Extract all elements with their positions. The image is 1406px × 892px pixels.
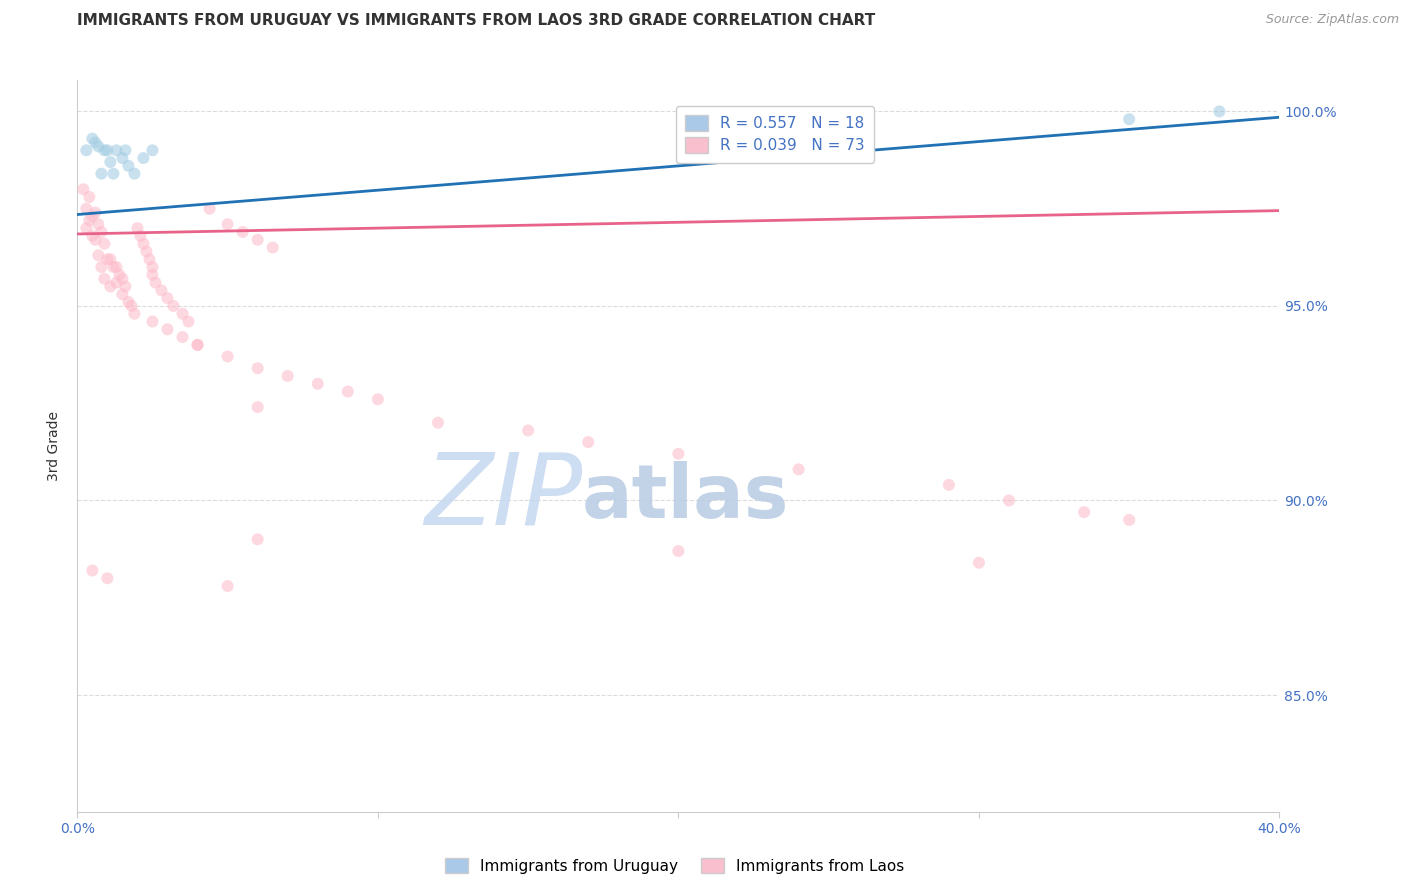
Point — [93, 144, 115, 158]
Point — [103, 167, 125, 181]
Point — [100, 279, 122, 293]
Point — [75, 202, 97, 216]
Point — [141, 144, 163, 158]
Point — [938, 478, 960, 492]
Point — [141, 314, 163, 328]
Point — [111, 151, 134, 165]
Point — [111, 271, 134, 285]
Point — [87, 217, 110, 231]
Point — [217, 350, 239, 364]
Point — [82, 210, 104, 224]
Point — [177, 314, 200, 328]
Point — [668, 544, 690, 558]
Point — [114, 144, 136, 158]
Point — [668, 447, 690, 461]
Point — [127, 221, 149, 235]
Point — [156, 291, 179, 305]
Point — [105, 144, 128, 158]
Point — [75, 221, 97, 235]
Point — [124, 167, 146, 181]
Point — [105, 276, 128, 290]
Point — [96, 144, 118, 158]
Point — [117, 159, 139, 173]
Point — [111, 287, 134, 301]
Point — [87, 139, 110, 153]
Point — [132, 151, 155, 165]
Point — [172, 330, 194, 344]
Point — [1208, 104, 1230, 119]
Point — [100, 155, 122, 169]
Point — [246, 233, 269, 247]
Point — [90, 260, 112, 274]
Point — [998, 493, 1021, 508]
Point — [108, 268, 131, 282]
Point — [79, 213, 101, 227]
Point — [82, 228, 104, 243]
Point — [117, 295, 139, 310]
Text: atlas: atlas — [582, 460, 790, 533]
Point — [82, 564, 104, 578]
Point — [150, 284, 173, 298]
Point — [172, 307, 194, 321]
Point — [246, 400, 269, 414]
Point — [75, 144, 97, 158]
Text: ZIP: ZIP — [425, 449, 582, 546]
Point — [967, 556, 990, 570]
Text: IMMIGRANTS FROM URUGUAY VS IMMIGRANTS FROM LAOS 3RD GRADE CORRELATION CHART: IMMIGRANTS FROM URUGUAY VS IMMIGRANTS FR… — [77, 13, 876, 29]
Point — [103, 260, 125, 274]
Point — [517, 424, 540, 438]
Y-axis label: 3rd Grade: 3rd Grade — [48, 411, 62, 481]
Point — [90, 225, 112, 239]
Point — [217, 579, 239, 593]
Point — [1073, 505, 1095, 519]
Point — [232, 225, 254, 239]
Point — [307, 376, 329, 391]
Point — [427, 416, 450, 430]
Point — [79, 190, 101, 204]
Point — [84, 136, 107, 150]
Point — [90, 167, 112, 181]
Point — [124, 307, 146, 321]
Text: Source: ZipAtlas.com: Source: ZipAtlas.com — [1265, 13, 1399, 27]
Point — [187, 338, 209, 352]
Point — [84, 233, 107, 247]
Point — [141, 260, 163, 274]
Point — [135, 244, 157, 259]
Point — [93, 271, 115, 285]
Point — [129, 228, 152, 243]
Point — [246, 533, 269, 547]
Point — [114, 279, 136, 293]
Point — [120, 299, 142, 313]
Point — [100, 252, 122, 267]
Point — [198, 202, 221, 216]
Point — [93, 236, 115, 251]
Point — [132, 236, 155, 251]
Point — [84, 205, 107, 219]
Point — [138, 252, 160, 267]
Point — [1118, 513, 1140, 527]
Point — [87, 248, 110, 262]
Legend: Immigrants from Uruguay, Immigrants from Laos: Immigrants from Uruguay, Immigrants from… — [439, 852, 911, 880]
Point — [262, 241, 284, 255]
Point — [246, 361, 269, 376]
Point — [96, 571, 118, 585]
Point — [787, 462, 810, 476]
Point — [156, 322, 179, 336]
Point — [576, 435, 599, 450]
Point — [96, 252, 118, 267]
Point — [367, 392, 389, 407]
Point — [336, 384, 359, 399]
Point — [217, 217, 239, 231]
Legend: R = 0.557   N = 18, R = 0.039   N = 73: R = 0.557 N = 18, R = 0.039 N = 73 — [675, 106, 873, 162]
Point — [82, 131, 104, 145]
Point — [72, 182, 94, 196]
Point — [105, 260, 128, 274]
Point — [277, 368, 299, 383]
Point — [141, 268, 163, 282]
Point — [145, 276, 167, 290]
Point — [162, 299, 184, 313]
Point — [1118, 112, 1140, 127]
Point — [187, 338, 209, 352]
